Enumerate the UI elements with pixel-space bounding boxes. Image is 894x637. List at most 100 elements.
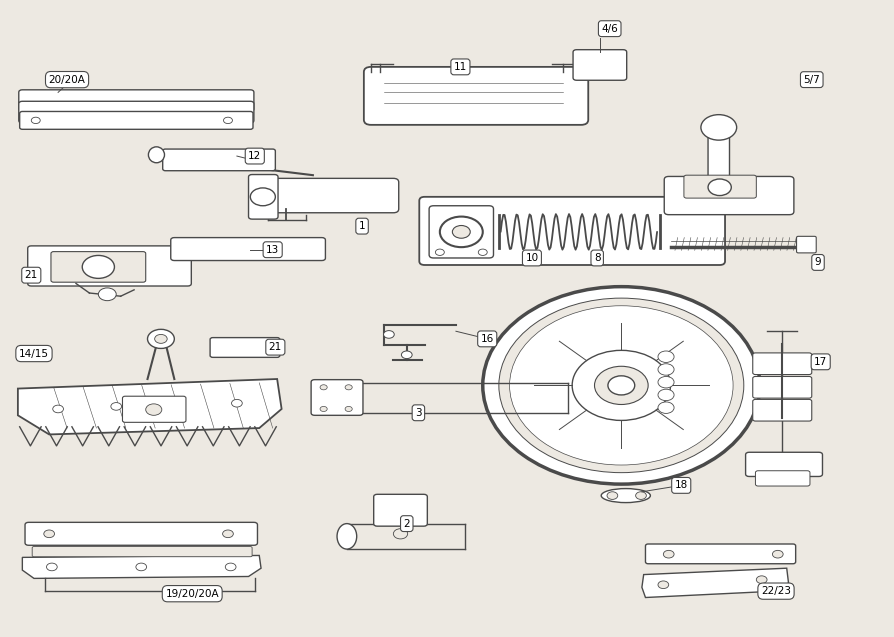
Text: 22/23: 22/23 (761, 586, 791, 596)
FancyBboxPatch shape (374, 494, 427, 526)
FancyBboxPatch shape (797, 236, 816, 253)
Circle shape (499, 298, 744, 473)
Circle shape (595, 366, 648, 404)
FancyBboxPatch shape (755, 471, 810, 486)
Circle shape (663, 550, 674, 558)
Text: 1: 1 (358, 221, 366, 231)
FancyBboxPatch shape (708, 130, 730, 182)
Circle shape (636, 492, 646, 499)
Circle shape (173, 401, 184, 408)
Circle shape (658, 389, 674, 401)
Circle shape (772, 550, 783, 558)
FancyBboxPatch shape (171, 238, 325, 261)
Circle shape (225, 563, 236, 571)
Circle shape (46, 563, 57, 571)
Circle shape (478, 249, 487, 255)
Text: 14/15: 14/15 (19, 348, 49, 359)
FancyBboxPatch shape (249, 175, 278, 219)
Text: 20/20A: 20/20A (48, 75, 86, 85)
FancyBboxPatch shape (122, 396, 186, 422)
FancyBboxPatch shape (163, 149, 275, 171)
Text: 5/7: 5/7 (804, 75, 820, 85)
Circle shape (393, 529, 408, 539)
Circle shape (53, 405, 63, 413)
FancyBboxPatch shape (19, 90, 254, 111)
Circle shape (608, 376, 635, 395)
Circle shape (111, 403, 122, 410)
Circle shape (224, 117, 232, 124)
FancyBboxPatch shape (51, 252, 146, 282)
Text: 21: 21 (269, 342, 282, 352)
Circle shape (345, 406, 352, 412)
Text: 21: 21 (25, 270, 38, 280)
Ellipse shape (148, 147, 164, 163)
Circle shape (44, 530, 55, 538)
Circle shape (452, 225, 470, 238)
FancyBboxPatch shape (684, 175, 756, 198)
FancyBboxPatch shape (19, 101, 254, 123)
FancyBboxPatch shape (210, 338, 280, 357)
Circle shape (250, 188, 275, 206)
Circle shape (98, 288, 116, 301)
Circle shape (320, 406, 327, 412)
FancyBboxPatch shape (25, 522, 257, 545)
Circle shape (756, 576, 767, 583)
Circle shape (658, 402, 674, 413)
Text: 10: 10 (526, 253, 538, 263)
Circle shape (510, 306, 733, 465)
Circle shape (401, 351, 412, 359)
Ellipse shape (601, 489, 650, 503)
FancyBboxPatch shape (32, 547, 252, 557)
Circle shape (136, 563, 147, 571)
Text: 9: 9 (814, 257, 822, 268)
FancyBboxPatch shape (429, 206, 493, 258)
Circle shape (658, 351, 674, 362)
FancyBboxPatch shape (419, 197, 725, 265)
FancyBboxPatch shape (311, 380, 363, 415)
Ellipse shape (337, 524, 357, 549)
Circle shape (658, 581, 669, 589)
Text: 17: 17 (814, 357, 827, 367)
Circle shape (384, 331, 394, 338)
Circle shape (320, 385, 327, 390)
Circle shape (155, 334, 167, 343)
FancyBboxPatch shape (664, 176, 794, 215)
Circle shape (82, 255, 114, 278)
Text: 2: 2 (403, 519, 410, 529)
FancyBboxPatch shape (746, 452, 822, 476)
Circle shape (658, 376, 674, 388)
Circle shape (148, 329, 174, 348)
FancyBboxPatch shape (753, 353, 812, 375)
Circle shape (31, 117, 40, 124)
Circle shape (701, 115, 737, 140)
Circle shape (146, 404, 162, 415)
FancyBboxPatch shape (645, 544, 796, 564)
FancyBboxPatch shape (28, 246, 191, 286)
Polygon shape (22, 555, 261, 578)
Text: 3: 3 (415, 408, 422, 418)
Text: 4/6: 4/6 (602, 24, 618, 34)
FancyBboxPatch shape (573, 50, 627, 80)
Text: 11: 11 (454, 62, 467, 72)
Text: 12: 12 (249, 151, 261, 161)
Text: 19/20/20A: 19/20/20A (165, 589, 219, 599)
Polygon shape (642, 568, 789, 598)
Circle shape (483, 287, 760, 484)
Circle shape (607, 492, 618, 499)
Text: 13: 13 (266, 245, 279, 255)
FancyBboxPatch shape (249, 178, 399, 213)
FancyBboxPatch shape (753, 376, 812, 398)
Circle shape (435, 249, 444, 255)
Polygon shape (18, 379, 282, 434)
Circle shape (232, 399, 242, 407)
Circle shape (440, 217, 483, 247)
Text: 8: 8 (594, 253, 601, 263)
Circle shape (708, 179, 731, 196)
Ellipse shape (328, 383, 348, 413)
Circle shape (572, 350, 670, 420)
Circle shape (658, 364, 674, 375)
Text: 16: 16 (481, 334, 493, 344)
FancyBboxPatch shape (20, 111, 253, 129)
FancyBboxPatch shape (364, 67, 588, 125)
Circle shape (223, 530, 233, 538)
